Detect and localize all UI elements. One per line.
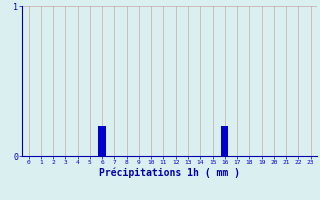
X-axis label: Précipitations 1h ( mm ): Précipitations 1h ( mm ): [99, 168, 240, 178]
Bar: [221, 126, 228, 156]
Bar: [99, 126, 106, 156]
